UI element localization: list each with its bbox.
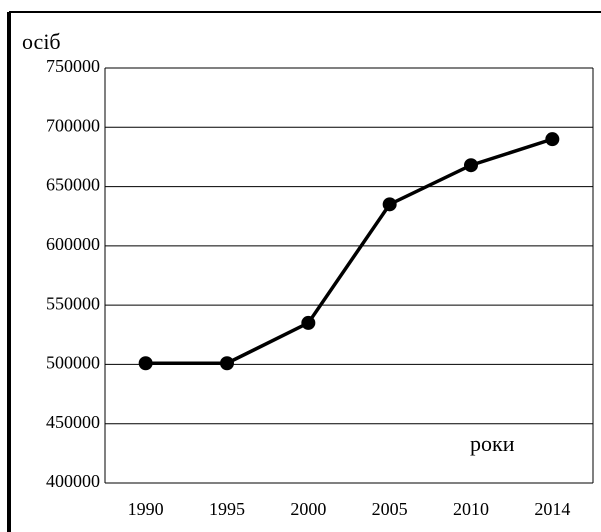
point bbox=[220, 356, 234, 371]
point bbox=[464, 158, 478, 173]
x-tick-label: 2000 bbox=[290, 499, 326, 519]
x-tick-label: 1990 bbox=[128, 499, 164, 519]
y-tick-label: 750000 bbox=[46, 56, 100, 76]
y-tick-label: 600000 bbox=[46, 234, 100, 254]
point bbox=[138, 356, 153, 371]
y-tick-label: 500000 bbox=[46, 353, 100, 373]
y-tick-label: 550000 bbox=[46, 293, 100, 313]
y-tick-label: 450000 bbox=[46, 412, 100, 432]
x-tick-label: 2010 bbox=[453, 499, 489, 519]
x-tick-label: 2014 bbox=[534, 499, 570, 519]
line bbox=[145, 137, 553, 365]
point bbox=[382, 197, 397, 212]
point bbox=[301, 315, 316, 330]
x-tick-label: 2005 bbox=[372, 499, 408, 519]
y-tick-label: 650000 bbox=[46, 175, 100, 195]
x-tick-label: 1995 bbox=[209, 499, 245, 519]
y-tick-label: 400000 bbox=[46, 471, 100, 491]
point bbox=[545, 132, 560, 147]
x-axis-label: роки bbox=[470, 431, 515, 456]
y-axis-label: осіб bbox=[22, 29, 61, 54]
y-tick-label: 700000 bbox=[46, 115, 100, 135]
